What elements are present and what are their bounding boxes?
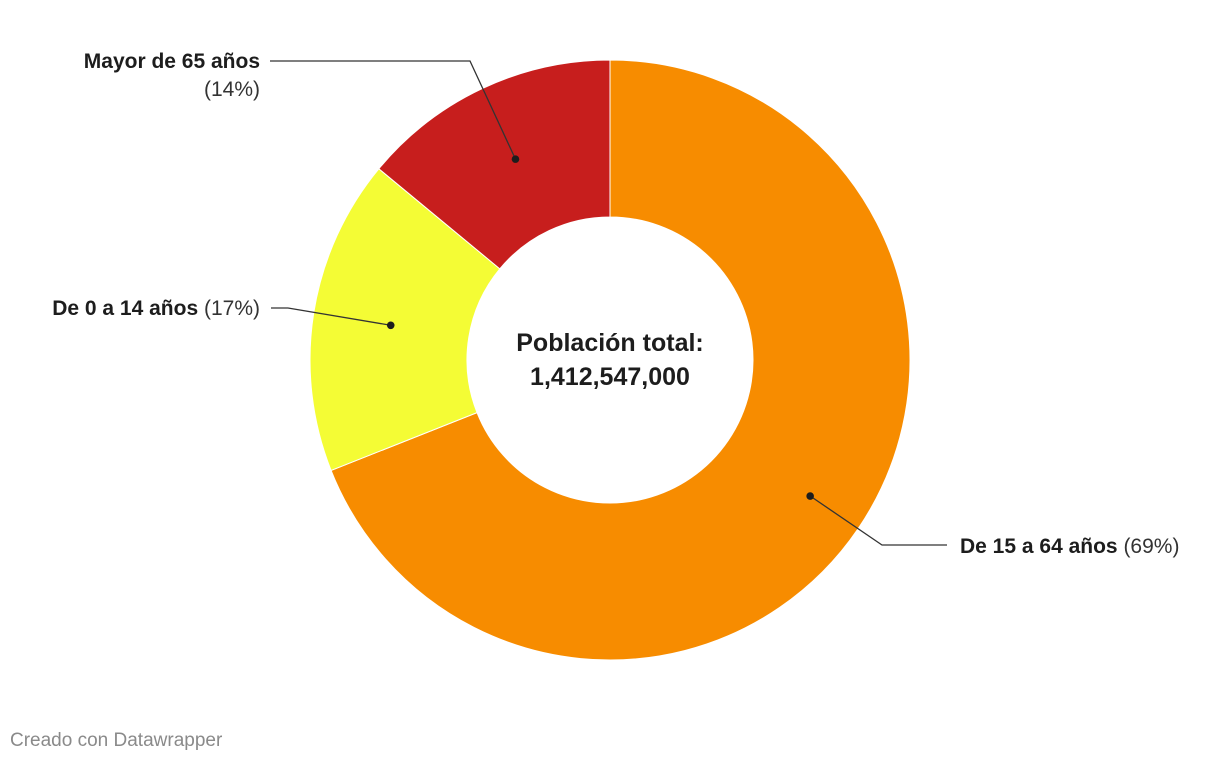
leader-dot-de-0-a-14-anos: [386, 321, 395, 330]
center-total: 1,412,547,000: [530, 363, 690, 391]
slices-group: [309, 59, 911, 661]
center-title: Población total:: [516, 329, 704, 357]
leader-lines-group: [270, 60, 947, 546]
leader-dot-mayor-de-65-anos: [511, 155, 520, 163]
labels-group: De 15 a 64 años (69%) De 0 a 14 años (17%…: [52, 50, 1179, 558]
leader-line-de-0-a-14-anos: [271, 307, 391, 326]
leader-line-de-15-a-64-anos: [809, 495, 947, 546]
leader-dot-de-15-a-64-anos: [806, 492, 814, 500]
slice-pct-de-15-a-64-anos: (69%): [1123, 535, 1179, 558]
credit-footer: Creado con Datawrapper: [10, 730, 223, 751]
slice-de-0-a-14-anos: [309, 168, 501, 472]
slice-label-mayor-de-65-anos: Mayor de 65 años: [84, 50, 260, 73]
slice-name-de-0-a-14-anos: De 0 a 14 años: [52, 297, 204, 320]
slice-de-15-a-64-anos: [330, 59, 911, 661]
slice-label-de-0-a-14-anos: De 0 a 14 años (17%): [52, 297, 260, 320]
slice-mayor-de-65-anos: [378, 59, 611, 270]
slice-pct-de-0-a-14-anos: (17%): [204, 297, 260, 320]
slice-name-de-15-a-64-anos: De 15 a 64 años: [960, 535, 1123, 558]
leader-line-mayor-de-65-anos: [270, 60, 517, 160]
slice-pct-mayor-de-65-anos: (14%): [204, 78, 260, 101]
slice-label-de-15-a-64-anos: De 15 a 64 años (69%): [960, 535, 1179, 558]
